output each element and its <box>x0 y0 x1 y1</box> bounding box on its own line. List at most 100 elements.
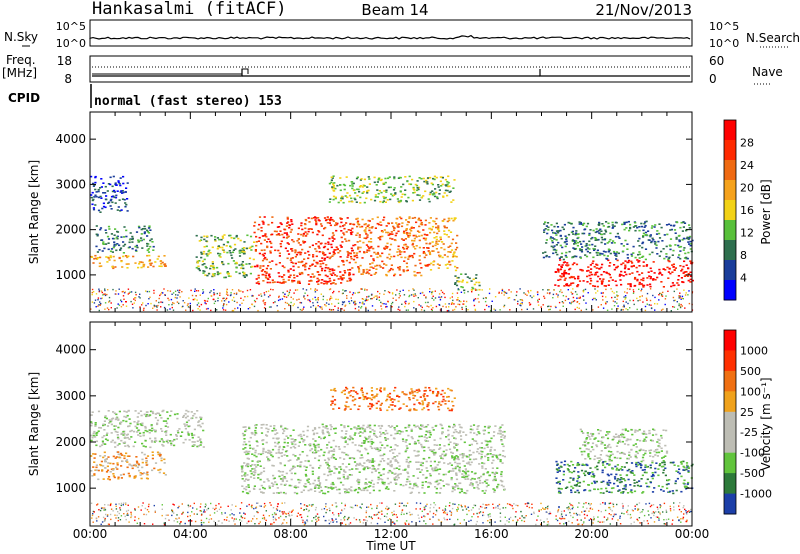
data-cell <box>462 475 465 477</box>
data-cell <box>137 225 141 228</box>
data-cell <box>372 483 375 486</box>
clutter-cell <box>650 304 652 306</box>
clutter-cell <box>684 307 686 309</box>
data-cell <box>208 249 211 252</box>
data-cell <box>113 412 116 415</box>
data-cell <box>391 222 394 224</box>
data-cell <box>403 251 406 253</box>
data-cell <box>102 241 105 243</box>
data-cell <box>346 250 349 253</box>
data-cell <box>502 485 505 488</box>
data-cell <box>293 274 296 276</box>
clutter-cell <box>517 303 519 305</box>
data-cell <box>196 445 199 448</box>
data-cell <box>92 182 95 185</box>
clutter-cell <box>153 305 156 308</box>
data-cell <box>611 227 614 229</box>
data-cell <box>469 463 472 466</box>
data-cell <box>651 225 654 227</box>
clutter-cell <box>207 297 209 300</box>
colorbar-swatch <box>724 180 736 201</box>
clutter-cell <box>104 288 106 290</box>
data-cell <box>146 230 149 233</box>
data-cell <box>652 261 655 263</box>
data-cell <box>160 457 163 459</box>
data-cell <box>347 476 350 479</box>
data-cell <box>597 252 600 254</box>
data-cell <box>246 457 249 460</box>
data-cell <box>359 185 362 187</box>
data-cell <box>184 438 187 441</box>
clutter-cell <box>293 292 295 294</box>
data-cell <box>251 433 254 435</box>
data-cell <box>452 426 455 429</box>
clutter-cell <box>346 297 348 299</box>
data-cell <box>387 488 390 490</box>
data-cell <box>253 485 256 487</box>
data-cell <box>307 460 310 463</box>
data-cell <box>161 261 164 264</box>
data-cell <box>151 454 154 456</box>
clutter-cell <box>342 292 344 294</box>
data-cell <box>247 458 250 460</box>
data-cell <box>418 235 421 237</box>
data-cell <box>450 249 454 251</box>
data-cell <box>459 435 463 437</box>
data-cell <box>679 265 682 267</box>
data-cell <box>455 284 459 287</box>
data-cell <box>257 460 260 462</box>
data-cell <box>362 271 365 274</box>
clutter-cell <box>471 291 473 293</box>
clutter-cell <box>576 301 578 303</box>
clutter-cell <box>120 299 122 301</box>
data-cell <box>313 487 317 489</box>
data-cell <box>495 454 498 457</box>
data-cell <box>245 464 249 466</box>
clutter-cell <box>286 302 288 304</box>
clutter-cell <box>367 299 369 301</box>
clutter-cell <box>332 292 334 294</box>
clutter-cell <box>283 295 286 298</box>
data-cell <box>334 187 337 190</box>
clutter-cell <box>328 303 330 305</box>
data-cell <box>238 264 241 266</box>
data-cell <box>95 191 98 193</box>
clutter-cell <box>270 288 272 291</box>
clutter-cell <box>142 302 144 304</box>
data-cell <box>344 195 347 197</box>
data-cell <box>403 248 406 250</box>
data-cell <box>367 485 370 488</box>
data-cell <box>294 485 297 487</box>
clutter-cell <box>175 294 177 296</box>
clutter-cell <box>652 294 654 297</box>
data-cell <box>454 275 457 277</box>
clutter-cell <box>398 306 400 308</box>
data-cell <box>669 248 672 251</box>
data-cell <box>115 466 118 469</box>
data-cell <box>93 474 96 476</box>
data-cell <box>102 205 106 208</box>
data-cell <box>353 252 356 254</box>
clutter-cell <box>549 308 551 311</box>
clutter-cell <box>485 304 488 307</box>
data-cell <box>344 238 347 240</box>
data-cell <box>327 241 330 243</box>
data-cell <box>304 231 307 233</box>
clutter-cell <box>316 301 319 304</box>
data-cell <box>269 281 272 284</box>
data-cell <box>304 265 307 268</box>
clutter-cell <box>423 294 425 296</box>
data-cell <box>393 478 396 481</box>
data-cell <box>502 450 505 452</box>
data-cell <box>442 450 445 453</box>
data-cell <box>344 492 347 494</box>
data-cell <box>556 253 559 256</box>
clutter-cell <box>560 289 562 291</box>
data-cell <box>235 266 238 269</box>
data-cell <box>278 252 281 255</box>
data-cell <box>365 237 368 240</box>
clutter-cell <box>276 305 278 307</box>
data-cell <box>342 261 345 263</box>
data-cell <box>644 221 647 223</box>
clutter-cell <box>358 306 360 308</box>
